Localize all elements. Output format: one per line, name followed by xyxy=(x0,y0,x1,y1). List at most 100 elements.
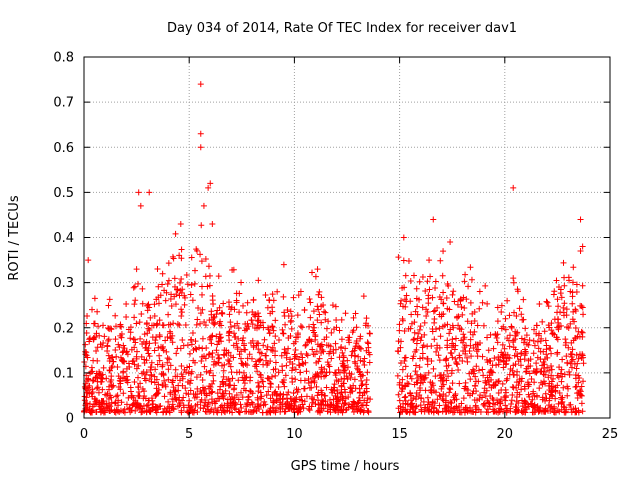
data-point xyxy=(280,379,287,386)
data-point xyxy=(482,393,489,400)
data-point xyxy=(295,409,302,416)
data-point xyxy=(276,404,283,411)
data-point xyxy=(199,291,206,298)
data-point xyxy=(312,333,319,340)
data-point xyxy=(185,391,192,398)
data-point xyxy=(107,378,114,385)
data-point xyxy=(439,323,446,330)
data-point xyxy=(300,361,307,368)
data-point xyxy=(256,349,263,356)
data-point xyxy=(507,366,514,373)
data-point xyxy=(486,357,493,364)
data-point xyxy=(167,362,174,369)
data-point xyxy=(303,368,310,375)
data-point xyxy=(174,286,181,293)
data-point xyxy=(281,312,288,319)
data-point xyxy=(453,403,460,410)
data-point xyxy=(281,346,288,353)
data-point xyxy=(365,408,372,415)
data-point xyxy=(421,404,428,411)
data-point xyxy=(402,408,409,415)
data-point xyxy=(119,349,126,356)
data-point xyxy=(278,352,285,359)
data-point xyxy=(280,391,287,398)
data-point xyxy=(219,309,226,316)
data-point xyxy=(338,382,345,389)
data-point xyxy=(231,402,238,409)
data-point xyxy=(186,363,193,370)
y-tick-label: 0.8 xyxy=(53,51,74,66)
data-point xyxy=(535,408,542,415)
data-point xyxy=(407,325,414,332)
data-point xyxy=(131,361,138,368)
data-point xyxy=(499,341,506,348)
data-point xyxy=(306,407,313,414)
data-point xyxy=(227,352,234,359)
data-point xyxy=(440,289,447,296)
data-point xyxy=(209,380,216,387)
data-point xyxy=(408,403,415,410)
data-point xyxy=(566,368,573,375)
data-point xyxy=(531,342,538,349)
data-point xyxy=(440,300,447,307)
data-point xyxy=(416,326,423,333)
data-point xyxy=(144,330,151,337)
data-point xyxy=(357,345,364,352)
data-point xyxy=(497,357,504,364)
data-point xyxy=(462,350,469,357)
data-point xyxy=(490,396,497,403)
data-point xyxy=(292,376,299,383)
data-point xyxy=(522,398,529,405)
data-point xyxy=(418,408,425,415)
data-point xyxy=(202,255,209,262)
data-point xyxy=(443,407,450,414)
data-point xyxy=(226,337,233,344)
data-point xyxy=(351,376,358,383)
y-tick-label: 0.4 xyxy=(53,231,74,246)
data-point xyxy=(510,275,517,282)
data-point xyxy=(106,367,113,374)
data-point xyxy=(350,408,357,415)
data-point xyxy=(510,362,517,369)
data-point xyxy=(256,406,263,413)
data-point xyxy=(529,409,536,416)
data-point xyxy=(420,342,427,349)
data-point xyxy=(531,379,538,386)
data-point xyxy=(431,319,438,326)
data-point xyxy=(514,389,521,396)
y-tick-label: 0.6 xyxy=(53,141,74,156)
data-point xyxy=(171,391,178,398)
data-point xyxy=(135,189,142,196)
data-point xyxy=(197,130,204,137)
data-point xyxy=(417,402,424,409)
data-point xyxy=(279,326,286,333)
data-point xyxy=(568,353,575,360)
data-point xyxy=(562,409,569,416)
data-point xyxy=(501,345,508,352)
data-point xyxy=(546,380,553,387)
data-point xyxy=(235,335,242,342)
data-point xyxy=(169,377,176,384)
data-point xyxy=(403,409,410,416)
data-point xyxy=(340,352,347,359)
data-point xyxy=(269,323,276,330)
data-point xyxy=(241,342,248,349)
data-point xyxy=(333,377,340,384)
data-point xyxy=(436,402,443,409)
data-point xyxy=(580,354,587,361)
data-point xyxy=(309,269,316,276)
data-point xyxy=(419,274,426,281)
data-point xyxy=(159,361,166,368)
data-point xyxy=(539,318,546,325)
data-point xyxy=(174,345,181,352)
data-point xyxy=(283,362,290,369)
data-point xyxy=(112,347,119,354)
data-point xyxy=(533,322,540,329)
data-point xyxy=(546,345,553,352)
y-tick-label: 0.5 xyxy=(53,186,74,201)
data-point xyxy=(88,368,95,375)
data-point xyxy=(572,383,579,390)
data-point xyxy=(192,338,199,345)
data-point xyxy=(182,385,189,392)
data-point xyxy=(188,254,195,261)
